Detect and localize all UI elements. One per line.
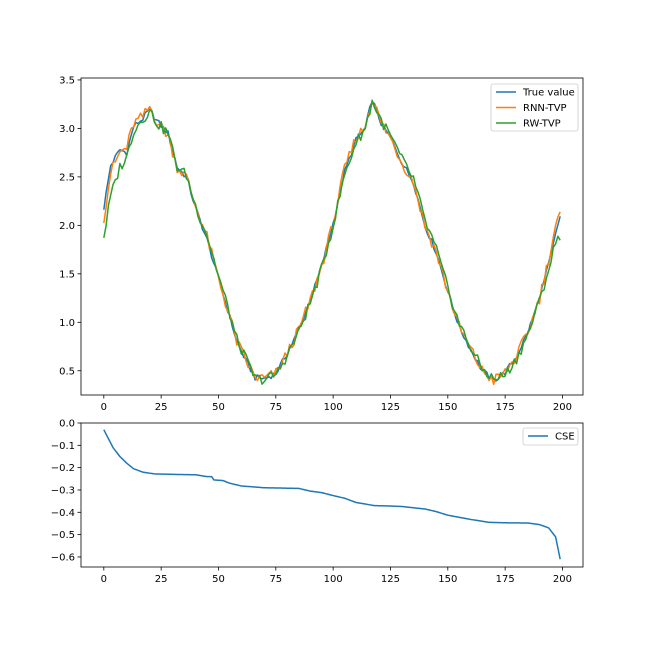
y-tick-label: 2.0 [59, 221, 75, 232]
y-tick-label: 0.0 [59, 419, 75, 430]
legend-label-true-value: True value [522, 88, 575, 99]
bottom-legend-box [522, 427, 579, 446]
bottom-axes: 0 25 50 75 100 125 150 175 200 0.0 −0.1 −0.2 −0.3 −0.… [51, 419, 584, 586]
x-tick-label: 0 [101, 402, 107, 413]
x-tick-label: 0 [101, 574, 107, 585]
top-axes-ticks: 0 25 50 75 100 125 150 175 200 0.5 1.0 1.5 2.0 2.5 3.0… [59, 75, 572, 413]
x-tick-label: 125 [381, 402, 400, 413]
y-tick-label: 3.0 [59, 124, 75, 135]
series-line-rw-tvp [103, 99, 561, 385]
top-axes-frame [80, 77, 584, 396]
y-tick-label: 2.5 [59, 172, 75, 183]
x-tick-label: 50 [212, 574, 225, 585]
top-axes: 0 25 50 75 100 125 150 175 200 0.5 1.0 1.5 2.0 2.5 3.0… [59, 75, 584, 413]
x-tick-label: 150 [438, 574, 457, 585]
x-tick-label: 175 [496, 402, 515, 413]
x-tick-label: 200 [553, 574, 572, 585]
y-tick-label: −0.5 [51, 530, 75, 541]
y-tick-label: −0.1 [51, 441, 75, 452]
x-tick-label: 200 [553, 402, 572, 413]
x-tick-label: 125 [381, 574, 400, 585]
bottom-axes-series [103, 429, 561, 560]
x-tick-label: 75 [269, 402, 282, 413]
series-line-rnn-tvp [103, 101, 561, 386]
x-tick-label: 100 [324, 574, 343, 585]
legend-label-rw-tvp: RW-TVP [523, 119, 561, 130]
x-tick-label: 25 [155, 574, 168, 585]
bottom-axes-ticks: 0 25 50 75 100 125 150 175 200 0.0 −0.1 −0.2 −0.3 −0.… [51, 419, 572, 586]
x-tick-label: 75 [269, 574, 282, 585]
series-line-cse [103, 429, 561, 560]
y-tick-label: 0.5 [59, 366, 75, 377]
y-tick-label: −0.6 [51, 552, 75, 563]
top-axes-series [103, 99, 561, 386]
top-legend-box [490, 83, 579, 132]
top-legend: True value RNN-TVP RW-TVP [490, 83, 579, 132]
y-tick-label: 3.5 [59, 75, 75, 86]
legend-label-cse: CSE [555, 432, 575, 443]
y-tick-label: 1.5 [59, 269, 75, 280]
bottom-legend: CSE [522, 427, 579, 446]
legend-label-rnn-tvp: RNN-TVP [523, 103, 567, 114]
x-tick-label: 175 [496, 574, 515, 585]
x-tick-label: 25 [155, 402, 168, 413]
y-tick-label: −0.4 [51, 508, 75, 519]
x-tick-label: 150 [438, 402, 457, 413]
bottom-axes-frame [80, 422, 584, 568]
x-tick-label: 100 [324, 402, 343, 413]
x-tick-label: 50 [212, 402, 225, 413]
y-tick-label: −0.3 [51, 485, 75, 496]
y-tick-label: −0.2 [51, 463, 75, 474]
y-tick-label: 1.0 [59, 318, 75, 329]
